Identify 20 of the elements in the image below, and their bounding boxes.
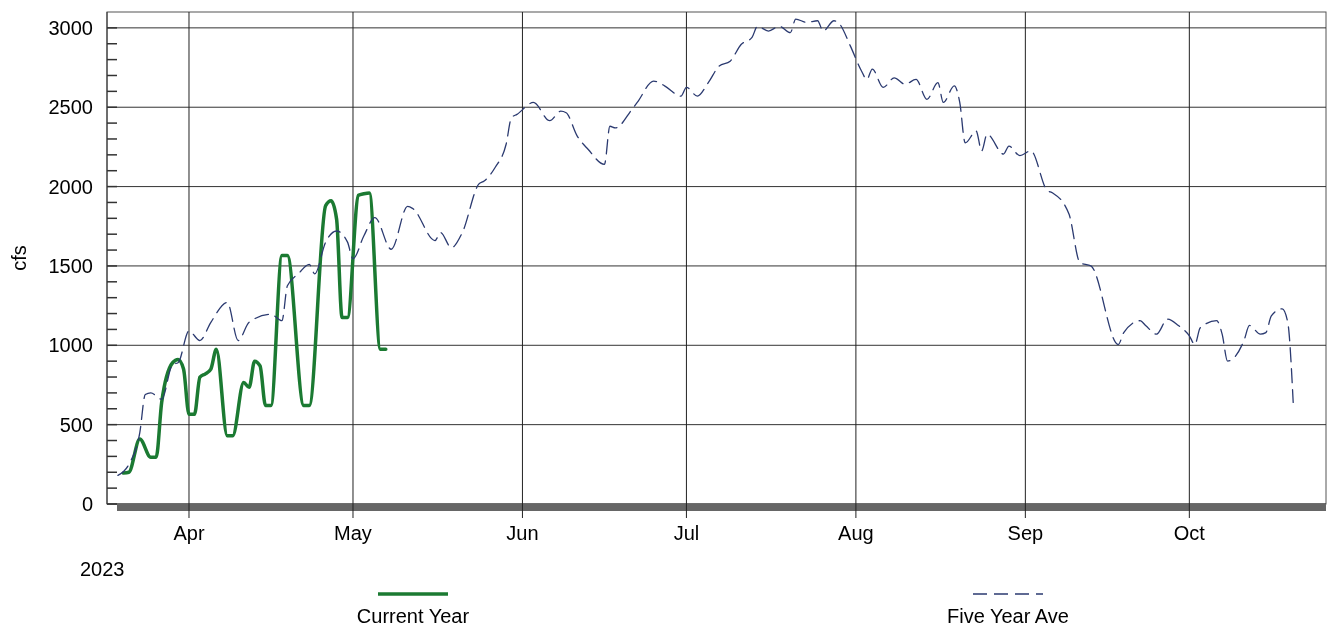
y-axis-title: cfs <box>8 245 30 271</box>
y-tick-label: 3000 <box>48 16 93 39</box>
y-tick-label: 1000 <box>48 334 93 357</box>
x-tick-label: May <box>334 522 372 544</box>
x-tick-label: Jul <box>673 522 700 544</box>
x-tick-label: Jun <box>506 522 539 544</box>
y-tick-label: 2000 <box>48 175 93 198</box>
legend-label: Five Year Ave <box>947 605 1069 627</box>
y-tick-label: 500 <box>59 413 93 436</box>
text: 2023 <box>80 558 125 580</box>
y-tick-label: 1500 <box>48 254 93 277</box>
x-tick-label: Oct <box>1173 522 1206 544</box>
line-series <box>117 18 1294 477</box>
y-tick-label: 0 <box>81 493 93 515</box>
line-series <box>121 191 388 475</box>
y-tick-label: 2500 <box>48 96 93 119</box>
x-tick-label: Sep <box>1007 522 1044 544</box>
x-tick-label: Aug <box>838 522 874 544</box>
x-tick-label: Apr <box>173 522 205 544</box>
legend-label: Current Year <box>356 605 470 627</box>
